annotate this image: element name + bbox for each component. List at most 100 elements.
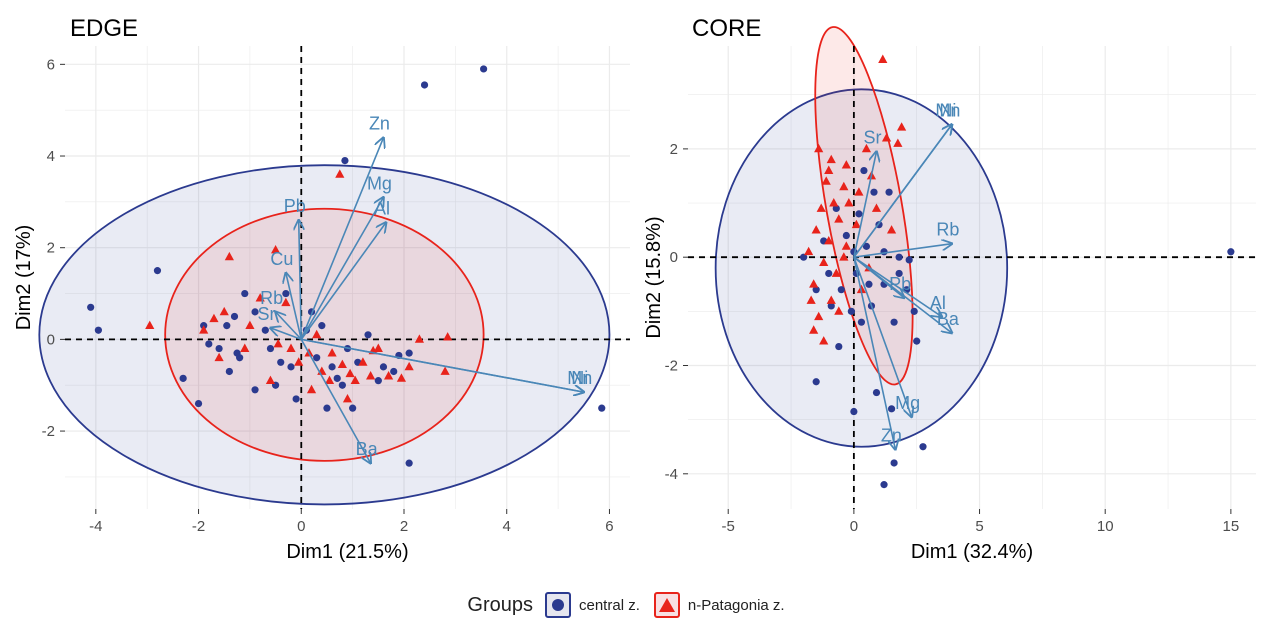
loading-arrow-al: [300, 222, 386, 340]
data-point-patagonia: [824, 165, 834, 174]
data-point-patagonia: [821, 176, 831, 185]
data-point-patagonia: [255, 293, 265, 302]
data-point-central: [885, 188, 893, 196]
data-point-central: [812, 286, 820, 294]
data-point-patagonia: [854, 187, 864, 196]
data-point-central: [251, 308, 259, 316]
data-point-central: [827, 302, 835, 310]
data-point-central: [890, 318, 898, 326]
data-point-patagonia: [839, 181, 849, 191]
confidence-ellipse-patagonia: [814, 26, 914, 386]
data-point-patagonia: [414, 334, 425, 343]
data-point-patagonia: [826, 295, 836, 304]
data-point-patagonia: [306, 384, 317, 394]
data-point-patagonia: [814, 143, 824, 153]
data-point-patagonia: [383, 371, 394, 380]
data-point-patagonia: [824, 235, 834, 245]
data-point-central: [847, 307, 855, 315]
loading-label-al: Al: [374, 198, 390, 218]
data-point-patagonia: [345, 368, 355, 378]
x-tick-label: -2: [192, 518, 205, 535]
data-point-patagonia: [829, 198, 839, 207]
data-point-central: [287, 363, 295, 371]
data-point-central: [338, 381, 346, 389]
data-point-patagonia: [337, 359, 347, 368]
loading-arrow-ba: [300, 338, 370, 463]
data-point-central: [812, 378, 820, 386]
data-point-patagonia: [294, 357, 304, 366]
data-point-patagonia: [881, 133, 892, 142]
data-point-patagonia: [270, 244, 281, 254]
legend-key-patagonia: [653, 592, 680, 618]
data-point-central: [405, 349, 413, 357]
data-point-central: [880, 481, 888, 489]
data-point-patagonia: [839, 252, 849, 261]
loading-label-ni: Ni: [939, 101, 956, 121]
y-tick-label: -2: [665, 357, 678, 374]
data-point-patagonia: [327, 348, 337, 357]
data-point-central: [862, 242, 871, 250]
data-point-central: [225, 367, 233, 376]
data-point-patagonia: [804, 246, 814, 256]
loading-label-pb: Pb: [284, 196, 306, 216]
loading-arrow-ni: [301, 338, 583, 392]
data-point-patagonia: [861, 143, 872, 153]
data-point-patagonia: [245, 320, 255, 330]
data-point-central: [179, 374, 187, 382]
loading-label-ni: Ni: [571, 368, 588, 388]
loading-label-zn: Zn: [369, 114, 390, 134]
loading-label-rb: Rb: [936, 220, 959, 240]
data-point-patagonia: [814, 311, 824, 321]
data-point-central: [870, 188, 878, 196]
data-point-patagonia: [366, 371, 376, 380]
data-point-patagonia: [286, 343, 296, 352]
data-point-patagonia: [844, 198, 854, 207]
data-point-central: [323, 404, 331, 412]
y-tick-label: 2: [47, 240, 55, 257]
data-point-central: [215, 344, 223, 353]
data-point-central: [194, 399, 203, 408]
data-point-central: [1227, 248, 1235, 256]
loading-label-mg: Mg: [895, 393, 920, 413]
data-point-patagonia: [324, 375, 335, 385]
x-axis-label: Dim1 (21.5%): [286, 541, 408, 563]
data-point-central: [251, 386, 259, 394]
x-tick-label: -4: [89, 518, 102, 535]
legend-title: Groups: [467, 593, 533, 616]
data-point-central: [390, 367, 398, 376]
data-point-central: [223, 322, 231, 330]
y-tick-label: 4: [47, 148, 55, 165]
loading-label-rb: Rb: [260, 288, 283, 308]
data-point-patagonia: [350, 375, 360, 385]
data-point-central: [800, 253, 808, 261]
data-point-central: [880, 248, 888, 256]
data-point-central: [318, 322, 326, 330]
chart-title: CORE: [692, 15, 761, 42]
loading-label-ba: Ba: [356, 439, 379, 459]
data-point-central: [282, 289, 290, 298]
x-tick-label: 10: [1097, 518, 1114, 535]
legend-key-central: [545, 592, 571, 618]
data-point-patagonia: [404, 361, 414, 371]
triangle-marker-icon: [658, 598, 675, 612]
x-tick-label: 2: [400, 518, 408, 535]
data-point-central: [860, 166, 868, 175]
data-point-patagonia: [886, 225, 897, 234]
legend-label-patagonia: n-Patagonia z.: [687, 596, 785, 614]
data-point-central: [865, 280, 873, 288]
loading-label-cu: Cu: [270, 249, 293, 269]
data-point-central: [233, 349, 241, 357]
data-point-central: [153, 267, 162, 275]
legend-label-central: central z.: [579, 596, 640, 614]
data-point-patagonia: [841, 241, 851, 250]
data-point-patagonia: [358, 357, 368, 366]
data-point-central: [850, 407, 858, 416]
data-point-central: [405, 459, 413, 467]
x-tick-label: 6: [605, 518, 613, 535]
data-point-patagonia: [224, 251, 234, 261]
y-tick-label: 0: [47, 331, 55, 348]
plot-area: [688, 46, 1256, 509]
data-point-patagonia: [281, 297, 291, 307]
loading-label-mg: Mg: [367, 173, 392, 193]
